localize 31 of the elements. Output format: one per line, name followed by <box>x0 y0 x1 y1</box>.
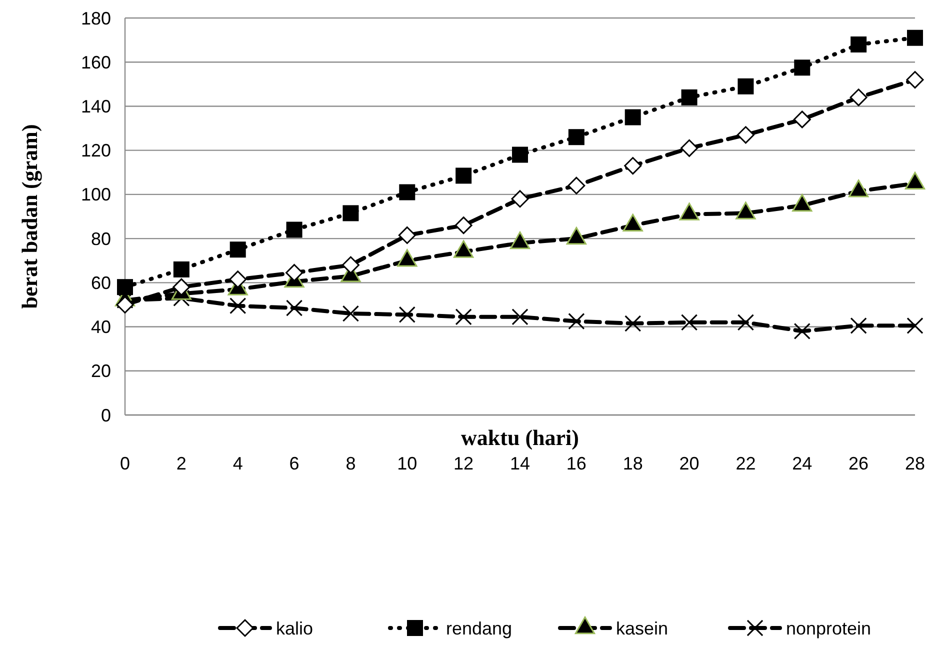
x-tick-label: 28 <box>904 453 926 474</box>
x-tick-label: 16 <box>566 453 586 474</box>
x-tick-label: 12 <box>454 453 474 474</box>
y-axis-title: berat badan (gram) <box>17 124 42 309</box>
y-tick-label: 60 <box>90 272 111 293</box>
x-tick-label: 22 <box>736 453 756 474</box>
x-tick-label: 20 <box>679 453 700 474</box>
x-tick-label: 0 <box>120 453 130 474</box>
x-tick-label: 14 <box>510 453 530 474</box>
x-tick-label: 4 <box>232 453 243 474</box>
legend-label: nonprotein <box>786 618 872 638</box>
x-tick-label: 26 <box>848 453 869 474</box>
y-tick-label: 100 <box>80 184 111 205</box>
legend-label: kalio <box>276 618 314 638</box>
x-tick-label: 24 <box>792 453 812 474</box>
legend-label: rendang <box>446 618 512 638</box>
y-tick-label: 140 <box>80 96 111 117</box>
x-tick-label: 18 <box>622 453 643 474</box>
x-tick-label: 2 <box>176 453 186 474</box>
y-tick-label: 160 <box>80 52 111 72</box>
y-tick-label: 40 <box>90 317 111 338</box>
y-tick-label: 120 <box>80 140 111 161</box>
y-tick-label: 0 <box>100 405 111 426</box>
x-tick-label: 8 <box>346 453 356 474</box>
x-tick-label: 6 <box>289 453 300 474</box>
y-tick-label: 80 <box>90 228 111 249</box>
legend-label: kasein <box>616 618 668 638</box>
y-tick-label: 180 <box>80 8 111 28</box>
y-tick-label: 20 <box>90 361 111 382</box>
x-tick-label: 10 <box>397 453 418 474</box>
x-axis-title: waktu (hari) <box>461 425 579 450</box>
